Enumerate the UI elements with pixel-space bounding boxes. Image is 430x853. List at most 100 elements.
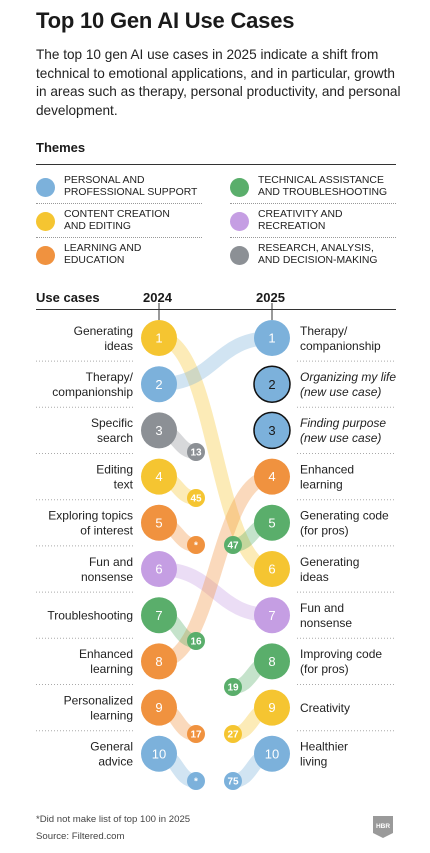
theme-item: Research, analysis, and decision-making [230, 240, 398, 270]
theme-label: Creativity and recreation [258, 208, 343, 233]
rank-2025-circle [254, 320, 290, 356]
rank-2025-circle [254, 735, 290, 772]
use-case-2024-label: Generating ideas [74, 324, 133, 353]
rank-2024-value: 19 [227, 683, 239, 694]
theme-color-dot [230, 177, 249, 197]
use-case-2024-label: Personalized learning [64, 693, 133, 722]
rank-2024-number: 5 [155, 515, 162, 530]
rank-2024-number: 9 [155, 700, 162, 715]
rank-2024-circle [141, 366, 177, 403]
use-case-2024-label: Editing text [96, 462, 133, 491]
rank-2025-circle-new [253, 411, 291, 450]
rank-2025-dot [187, 489, 205, 507]
rank-2024-circle [141, 320, 177, 356]
rank-2025-circle [254, 597, 290, 634]
rank-2025-number: 5 [268, 515, 275, 530]
theme-item: Content creation and editing [36, 206, 204, 236]
rank-2024-value: 47 [227, 541, 239, 552]
theme-separator [36, 203, 202, 204]
year-2024-label: 2024 [143, 290, 172, 305]
use-case-2025-label: Generating code (for pros) [300, 509, 389, 538]
use-case-2025-label: Organizing my life (new use case) [300, 370, 396, 399]
rank-2025-number: 6 [268, 562, 275, 577]
rank-2024-number: 2 [155, 377, 162, 392]
rank-2024-number: 6 [155, 562, 162, 577]
rank-2025-circle [254, 551, 290, 587]
use-case-2024-label: Therapy/companionship [52, 370, 133, 399]
rank-2025-value: * [194, 541, 198, 552]
hbr-logo-text: HBR [376, 823, 390, 830]
theme-color-dot [230, 211, 249, 231]
rank-2024-dot [224, 678, 242, 696]
labels: Generating ideas Therapy/companionship Spec… [47, 324, 396, 769]
rank-2024-circle [141, 551, 177, 587]
rank-2024-circle [141, 689, 177, 726]
rank-2025-circle [254, 458, 290, 495]
use-case-2025-label: Therapy/companionship [300, 324, 381, 353]
theme-label: Personal and professional support [64, 174, 198, 199]
use-case-2024-label: General advice [90, 740, 133, 769]
hbr-logo: HBR [373, 816, 393, 838]
rank-2024-circle [141, 597, 177, 634]
source-note: Source: Filtered.com [36, 831, 125, 842]
rank-2024-number: 8 [155, 654, 162, 669]
flows [152, 331, 279, 788]
use-case-2024-label: Fun and nonsense [81, 555, 133, 584]
use-case-2025-label: Improving code (for pros) [300, 647, 382, 676]
rank-2025-number: 7 [268, 608, 275, 623]
rank-2024-dot [224, 772, 242, 790]
rank-2025-circle [254, 504, 290, 541]
footnote: *Did not make list of top 100 in 2025 [36, 814, 191, 825]
chart-subtitle: The top 10 gen AI use cases in 2025 indi… [36, 47, 401, 118]
rank-2025-dot [187, 632, 205, 650]
rank-2025-value: 16 [190, 637, 202, 648]
rank-2025-dot [187, 536, 205, 554]
rank-2025-number: 10 [265, 746, 279, 761]
rank-2024-circle [141, 412, 177, 449]
themes-heading: Themes [36, 140, 86, 155]
theme-item: Technical assistance and troubleshooting [230, 172, 398, 202]
use-case-2025-label: Healthier living [300, 740, 348, 769]
rank-2025-circle-new [253, 365, 291, 403]
theme-label: Content creation and editing [64, 208, 170, 233]
theme-item: Creativity and recreation [230, 206, 398, 236]
theme-item: Personal and professional support [36, 172, 204, 202]
rank-2024-circle [141, 735, 177, 772]
use-case-2025-label: Enhanced learning [300, 462, 354, 491]
rank-2024-number: 3 [155, 423, 162, 438]
use-case-2024-label: Specific search [91, 416, 133, 445]
rank-2025-value: * [194, 777, 198, 788]
chart-rules [36, 303, 396, 732]
rank-2024-number: 1 [155, 331, 162, 346]
year-2025-label: 2025 [256, 290, 285, 305]
theme-label: Research, analysis, and decision-making [258, 242, 378, 267]
theme-label: Learning and education [64, 242, 142, 267]
flow-ribbon [152, 331, 279, 576]
theme-separator [36, 237, 202, 238]
use-case-2024-label: Troubleshooting [47, 609, 133, 623]
rank-2025-value: 17 [190, 730, 202, 741]
rank-2024-circle [141, 458, 177, 495]
rank-2025-circle [254, 689, 290, 726]
rank-2024-dot [224, 725, 242, 743]
rank-2025-circle [254, 643, 290, 680]
theme-item: Learning and education [36, 240, 204, 270]
rank-2024-value: 75 [227, 777, 239, 788]
theme-color-dot [36, 177, 55, 197]
rank-2024-dot [224, 536, 242, 554]
theme-separator [230, 237, 396, 238]
use-case-2025-label: Fun and nonsense [300, 601, 352, 630]
rank-2025-value: 45 [190, 494, 202, 505]
chart-title: Top 10 Gen AI Use Cases [36, 8, 295, 33]
theme-color-dot [36, 211, 55, 231]
use-cases-heading: Use cases [36, 290, 100, 305]
rank-2025-dot [187, 443, 205, 461]
rank-2025-dot [187, 725, 205, 743]
theme-color-dot [230, 245, 249, 265]
rank-2024-circle [141, 504, 177, 541]
themes-top-rule [36, 164, 396, 165]
rank-2024-number: 7 [155, 608, 162, 623]
flow-ribbon [152, 469, 279, 669]
